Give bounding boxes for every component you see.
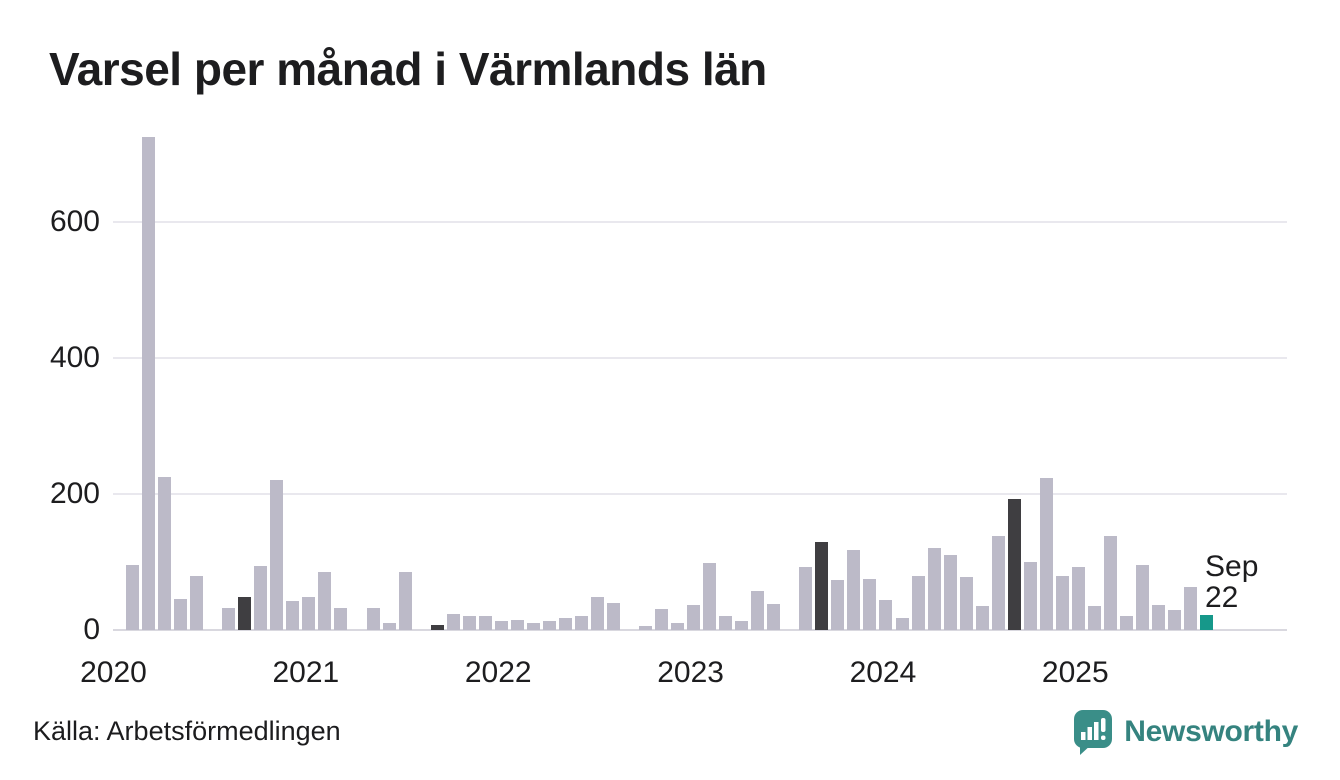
bar-2021-12 <box>478 615 492 630</box>
bar-2024-01 <box>879 600 893 630</box>
bar-2024-07 <box>975 605 989 630</box>
gridline-600 <box>113 221 1287 223</box>
bar-2023-03 <box>719 615 733 630</box>
y-tick-label-0: 0 <box>83 613 100 646</box>
bar-2024-12 <box>1055 576 1069 630</box>
bar-2023-11 <box>847 550 861 630</box>
bar-2022-05 <box>558 618 572 630</box>
bar-2024-08 <box>991 535 1005 630</box>
bar-2025-06 <box>1152 604 1165 630</box>
x-axis-line <box>113 629 1287 631</box>
x-tick-label-2023: 2023 <box>657 656 724 689</box>
bar-2021-11 <box>462 616 476 630</box>
bar-2020-08 <box>222 608 236 630</box>
bar-2022-10 <box>639 625 652 630</box>
bar-2020-02 <box>126 565 139 630</box>
bar-2025-03 <box>1103 535 1117 630</box>
bar-2021-10 <box>446 613 460 630</box>
bar-2022-01 <box>494 621 508 630</box>
bar-2022-06 <box>574 616 588 630</box>
bar-2020-03 <box>142 137 156 630</box>
bar-2025-05 <box>1135 565 1149 630</box>
bar-2020-11 <box>270 480 284 630</box>
bar-2020-05 <box>174 599 188 630</box>
bar-2022-12 <box>671 622 685 630</box>
bar-2023-10 <box>831 580 845 630</box>
bar-2024-09 <box>1007 498 1021 630</box>
x-tick-label-2025: 2025 <box>1041 656 1109 689</box>
bar-2021-01 <box>302 597 316 630</box>
latest-bar-annotation: Sep 22 <box>1205 550 1259 614</box>
bar-2024-02 <box>895 618 909 630</box>
bar-2025-02 <box>1087 606 1101 630</box>
bar-2023-02 <box>703 563 717 630</box>
newsworthy-logo-text: Newsworthy <box>1124 715 1298 748</box>
bar-2025-09 <box>1200 615 1213 630</box>
bar-2023-04 <box>735 620 749 630</box>
bar-2020-09 <box>238 596 252 630</box>
y-tick-label-200: 200 <box>49 477 100 510</box>
newsworthy-branding: Newsworthy <box>1072 708 1298 756</box>
bar-2024-10 <box>1023 562 1037 630</box>
bar-2021-06 <box>382 623 396 630</box>
x-tick-label-2024: 2024 <box>849 656 917 689</box>
bar-2022-08 <box>606 602 620 630</box>
newsworthy-logo-icon <box>1072 708 1114 756</box>
bar-2023-01 <box>687 604 701 630</box>
source-caption: Källa: Arbetsförmedlingen <box>33 716 341 746</box>
bar-2020-06 <box>190 575 204 630</box>
bar-2023-05 <box>751 591 765 630</box>
bar-2022-11 <box>655 608 668 630</box>
y-tick-label-400: 400 <box>49 341 100 374</box>
bar-2022-07 <box>590 596 604 630</box>
bar-2025-01 <box>1071 566 1085 630</box>
bar-2025-07 <box>1168 610 1181 630</box>
chart-title: Varsel per månad i Värmlands län <box>49 43 767 95</box>
bar-2022-03 <box>526 622 540 630</box>
x-tick-label-2022: 2022 <box>464 656 532 689</box>
bar-2024-06 <box>959 577 973 630</box>
x-tick-label-2020: 2020 <box>80 656 147 689</box>
bar-2023-12 <box>863 579 877 630</box>
y-tick-label-600: 600 <box>49 205 100 238</box>
bar-2024-04 <box>927 548 941 630</box>
bar-2021-09 <box>430 624 444 630</box>
bar-2020-12 <box>286 601 300 630</box>
bar-2021-02 <box>318 571 332 630</box>
x-tick-label-2021: 2021 <box>272 656 340 689</box>
bar-2023-06 <box>767 603 781 630</box>
bar-2023-08 <box>799 566 813 630</box>
bar-2024-03 <box>911 576 925 630</box>
bar-2021-03 <box>334 608 348 630</box>
bar-2022-02 <box>510 619 524 630</box>
gridline-400 <box>113 357 1287 359</box>
bar-2024-05 <box>943 555 957 630</box>
bar-2022-04 <box>542 621 556 630</box>
bar-2025-08 <box>1184 586 1197 630</box>
bar-2021-07 <box>398 571 412 630</box>
bar-2023-09 <box>815 541 829 630</box>
bar-2020-10 <box>254 566 268 630</box>
gridline-200 <box>113 493 1287 495</box>
bar-2025-04 <box>1119 615 1133 630</box>
bar-2020-04 <box>158 477 172 630</box>
bar-2024-11 <box>1039 477 1053 630</box>
bar-2021-05 <box>366 608 380 630</box>
